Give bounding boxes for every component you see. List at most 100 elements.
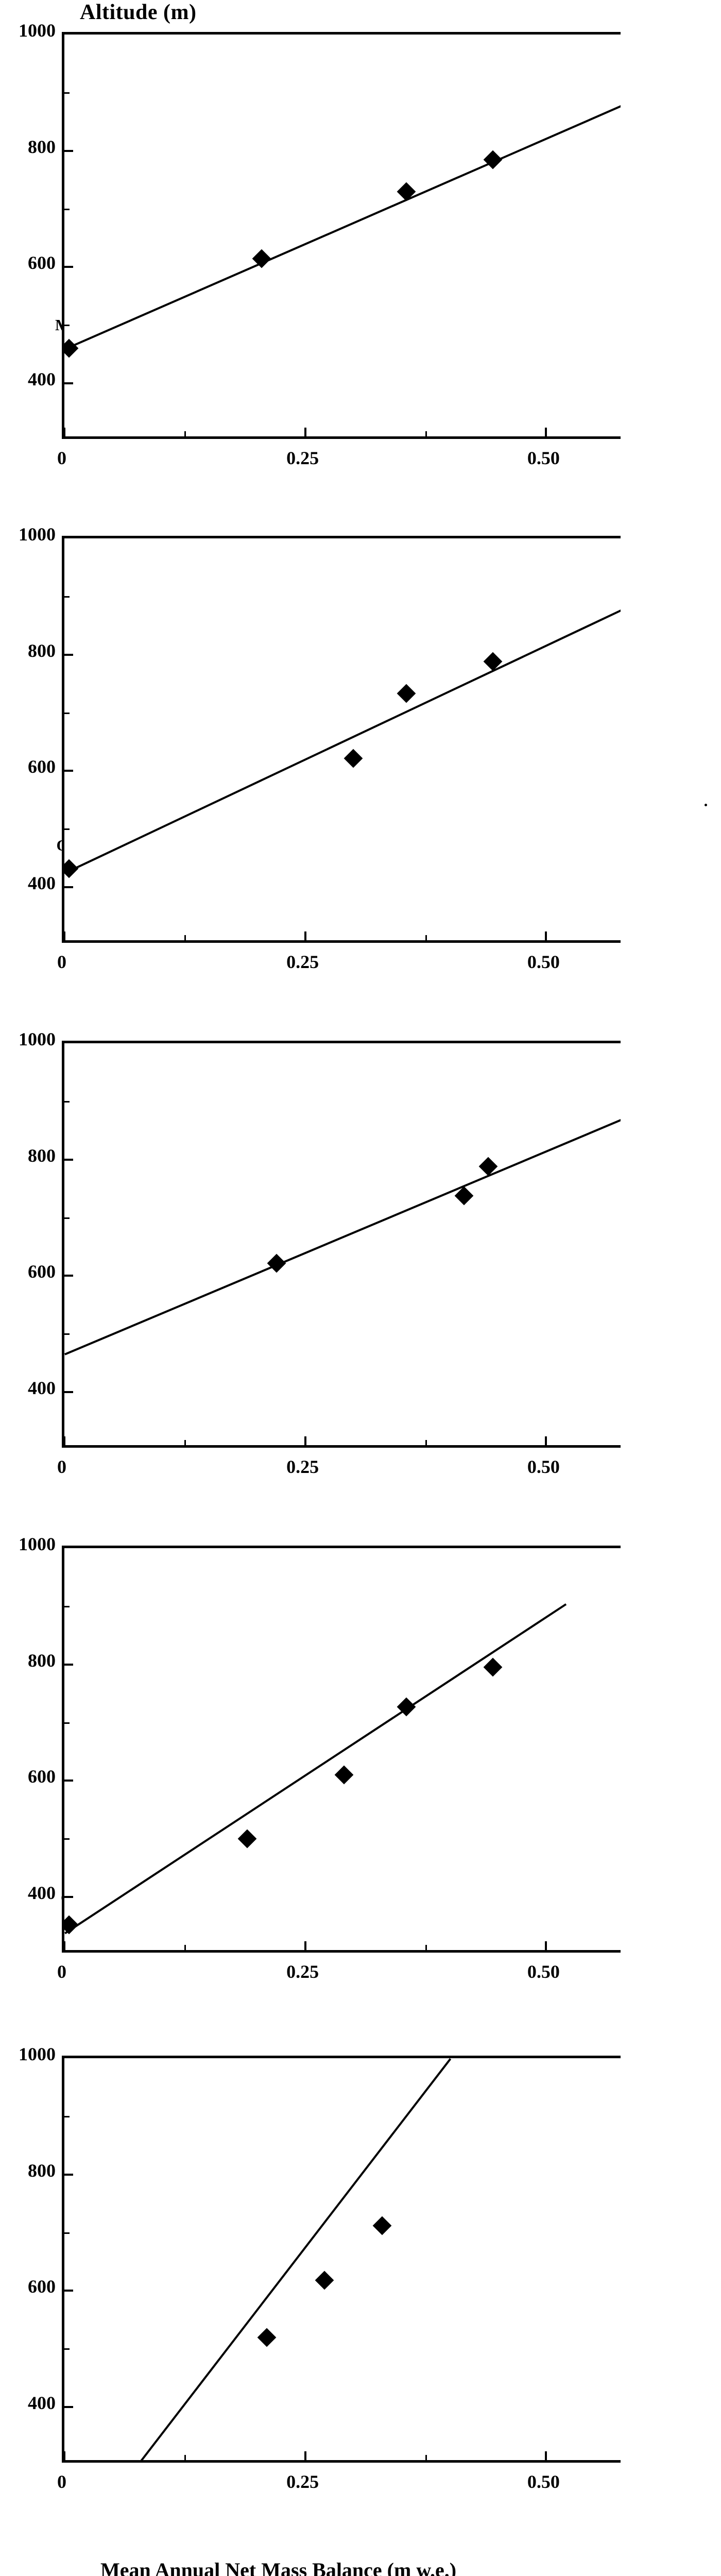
plot-area-d <box>62 1546 621 1953</box>
y-tick-label-c-600: 600 <box>28 1261 56 1282</box>
y-tick-label-b-1000: 1000 <box>19 524 56 545</box>
data-point-d-X <box>484 1657 503 1677</box>
y-tick-label-b-400: 400 <box>28 873 56 894</box>
x-tick-minor-b-0.125 <box>184 935 186 940</box>
y-tick-minor-d-500 <box>64 1838 70 1840</box>
regression-line-c <box>64 1117 621 1355</box>
y-tick-d-800 <box>64 1663 73 1666</box>
data-point-e-D <box>372 2216 392 2235</box>
x-tick-b-0.25 <box>304 931 306 940</box>
data-point-c-U <box>267 1253 286 1273</box>
plot-area-c <box>62 1041 621 1448</box>
x-tick-minor-d-0.125 <box>184 1945 186 1950</box>
y-tick-minor-a-900 <box>64 92 70 94</box>
x-tick-b-0 <box>64 931 65 940</box>
y-tick-minor-e-500 <box>64 2348 70 2350</box>
x-tick-label-e-0: 0 <box>57 2471 66 2492</box>
data-point-b-K <box>397 684 416 703</box>
y-tick-label-b-600: 600 <box>28 756 56 777</box>
x-tick-e-0.5 <box>545 2451 547 2460</box>
y-tick-label-b-800: 800 <box>28 640 56 661</box>
plot-inner-a <box>64 35 621 436</box>
regression-line-e <box>136 2058 452 2460</box>
plot-area-e <box>62 2056 621 2463</box>
y-tick-minor-a-500 <box>64 325 70 327</box>
y-tick-label-e-400: 400 <box>28 2393 56 2414</box>
data-point-d-N <box>238 1829 257 1849</box>
y-tick-minor-b-500 <box>64 828 70 831</box>
y-tick-e-400 <box>64 2406 73 2409</box>
y-tick-label-c-800: 800 <box>28 1145 56 1166</box>
y-tick-label-e-800: 800 <box>28 2160 56 2181</box>
y-tick-label-c-400: 400 <box>28 1378 56 1399</box>
plot-area-b <box>62 536 621 943</box>
y-tick-minor-c-700 <box>64 1217 70 1219</box>
data-point-e-R <box>257 2328 277 2347</box>
x-tick-minor-c-0.375 <box>425 1440 427 1445</box>
y-tick-d-400 <box>64 1896 73 1899</box>
y-tick-e-800 <box>64 2173 73 2176</box>
data-point-b-O2 <box>64 859 79 878</box>
y-tick-a-600 <box>64 266 73 268</box>
x-tick-label-a-0: 0 <box>57 448 66 468</box>
x-tick-label-a-0.25: 0.25 <box>286 448 319 468</box>
x-tick-d-0 <box>64 1941 65 1950</box>
plot-inner-e <box>64 2058 621 2460</box>
plot-inner-d <box>64 1548 621 1950</box>
plot-area-a <box>62 32 621 439</box>
y-tick-minor-b-900 <box>64 596 70 598</box>
y-tick-e-600 <box>64 2290 73 2292</box>
y-tick-minor-e-900 <box>64 2115 70 2117</box>
data-point-e-Q <box>315 2270 334 2290</box>
y-axis-title: Altitude (m) <box>80 1 197 24</box>
y-tick-c-400 <box>64 1391 73 1394</box>
x-tick-label-e-0.5: 0.50 <box>527 2471 560 2492</box>
y-tick-c-600 <box>64 1275 73 1277</box>
x-tick-e-0 <box>64 2451 65 2460</box>
x-tick-label-d-0: 0 <box>57 1961 66 1982</box>
y-tick-label-d-400: 400 <box>28 1883 56 1904</box>
x-axis-title: Mean Annual Net Mass Balance (m w.e.) <box>100 2558 457 2576</box>
plot-inner-c <box>64 1043 621 1445</box>
y-tick-a-400 <box>64 382 73 385</box>
x-tick-label-b-0: 0 <box>57 952 66 972</box>
x-tick-minor-a-0.125 <box>184 431 186 436</box>
regression-line-b <box>64 608 621 874</box>
y-tick-label-a-1000: 1000 <box>19 20 56 41</box>
x-tick-label-c-0.25: 0.25 <box>286 1456 319 1477</box>
y-tick-minor-d-900 <box>64 1605 70 1607</box>
x-tick-e-0.25 <box>304 2451 306 2460</box>
regression-line-a <box>64 104 621 351</box>
x-tick-label-d-0.5: 0.50 <box>527 1961 560 1982</box>
x-tick-c-0.25 <box>304 1436 306 1445</box>
x-tick-d-0.5 <box>545 1941 547 1950</box>
y-tick-label-a-600: 600 <box>28 252 56 274</box>
x-tick-b-0.5 <box>545 931 547 940</box>
x-tick-a-0.5 <box>545 428 547 436</box>
data-point-d-T <box>64 1915 79 1935</box>
y-tick-label-d-800: 800 <box>28 1650 56 1671</box>
y-tick-label-c-1000: 1000 <box>19 1029 56 1049</box>
y-tick-label-d-1000: 1000 <box>19 1534 56 1554</box>
x-tick-label-e-0.25: 0.25 <box>286 2471 319 2492</box>
y-tick-minor-a-700 <box>64 208 70 210</box>
x-tick-label-c-0: 0 <box>57 1456 66 1477</box>
y-tick-b-800 <box>64 653 73 656</box>
y-tick-b-400 <box>64 886 73 889</box>
x-tick-label-d-0.25: 0.25 <box>286 1961 319 1982</box>
data-point-b-L <box>344 749 363 768</box>
y-tick-label-e-600: 600 <box>28 2276 56 2297</box>
y-tick-label-a-400: 400 <box>28 369 56 390</box>
y-tick-b-600 <box>64 770 73 772</box>
data-point-a-M2 <box>64 339 79 358</box>
x-tick-label-c-0.5: 0.50 <box>527 1456 560 1477</box>
x-tick-minor-e-0.125 <box>184 2455 186 2460</box>
x-tick-minor-c-0.125 <box>184 1440 186 1445</box>
x-tick-label-b-0.5: 0.50 <box>527 952 560 972</box>
y-tick-minor-e-700 <box>64 2232 70 2234</box>
x-tick-minor-b-0.375 <box>425 935 427 940</box>
x-tick-a-0 <box>64 428 65 436</box>
y-tick-minor-d-700 <box>64 1722 70 1724</box>
y-tick-a-800 <box>64 149 73 152</box>
